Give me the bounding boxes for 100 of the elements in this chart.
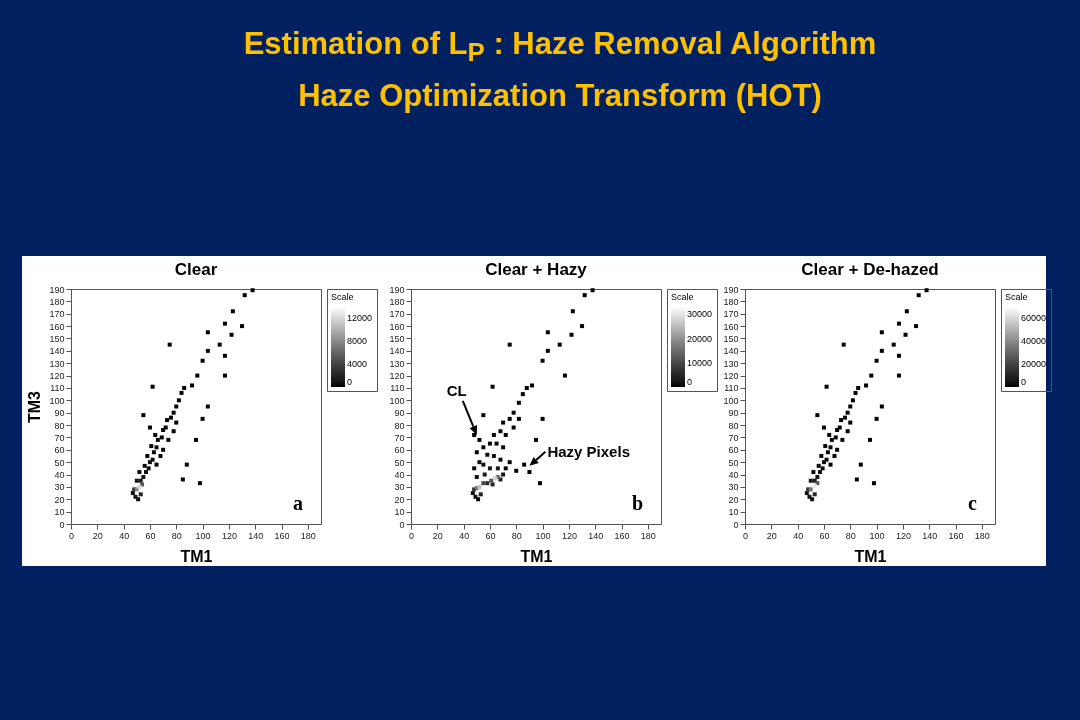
y-tick-label: 10	[394, 507, 405, 518]
color-bar-label: 20000	[687, 333, 713, 344]
y-tick-label: 40	[394, 470, 405, 481]
x-tick-label: 20	[92, 530, 103, 541]
x-tick-label: 40	[119, 530, 130, 541]
y-tick-label: 110	[50, 383, 65, 394]
y-tick-label: 20	[394, 494, 405, 505]
x-tick-label: 40	[459, 530, 470, 541]
y-tick-label: 100	[49, 395, 65, 406]
y-tick-label: 190	[723, 284, 739, 295]
y-tick-label: 20	[728, 494, 739, 505]
x-tick-label: 80	[511, 530, 522, 541]
x-tick-label: 20	[432, 530, 443, 541]
y-tick-label: 160	[49, 321, 65, 332]
x-tick-label: 120	[561, 530, 577, 541]
y-tick-label: 180	[723, 296, 739, 307]
x-tick-label: 0	[408, 530, 415, 541]
x-tick-label: 160	[948, 530, 964, 541]
y-tick-label: 60	[54, 445, 65, 456]
y-tick-label: 100	[389, 395, 405, 406]
y-tick-label: 30	[394, 482, 405, 493]
annotation: b	[631, 492, 643, 514]
x-tick-label: 80	[171, 530, 182, 541]
y-tick-label: 0	[59, 519, 65, 530]
color-bar-label: 4000	[347, 359, 368, 370]
color-bar-label: 0	[1021, 377, 1027, 387]
color-bar-label: 30000	[687, 309, 713, 320]
x-tick-label: 180	[300, 530, 316, 541]
y-tick-label: 130	[723, 358, 739, 369]
color-bar-label: 8000	[347, 336, 368, 347]
y-tick-label: 40	[728, 470, 739, 481]
y-tick-label: 50	[394, 457, 405, 468]
x-axis-title: TM1	[520, 547, 553, 565]
color-bar-label: 60000	[1021, 313, 1047, 324]
y-tick-label: 140	[389, 346, 405, 357]
y-tick-label: 30	[54, 482, 65, 493]
x-tick-label: 160	[614, 530, 630, 541]
annotation: a	[293, 492, 303, 514]
y-tick-label: 30	[728, 482, 739, 493]
annotation: c	[968, 492, 978, 514]
x-tick-label: 180	[974, 530, 990, 541]
color-bar-title: Scale	[1005, 292, 1028, 302]
x-tick-label: 60	[819, 530, 830, 541]
x-tick-label: 0	[742, 530, 749, 541]
y-tick-label: 60	[728, 445, 739, 456]
chart-title: Clear	[174, 260, 218, 279]
y-tick-label: 140	[723, 346, 739, 357]
y-tick-label: 90	[728, 408, 739, 419]
y-tick-label: 130	[389, 358, 405, 369]
y-tick-label: 10	[728, 507, 739, 518]
chart-title: Clear + Hazy	[485, 260, 588, 279]
x-tick-label: 100	[869, 530, 885, 541]
y-tick-label: 0	[399, 519, 405, 530]
color-bar-label: 0	[687, 377, 693, 387]
x-tick-label: 80	[845, 530, 856, 541]
y-tick-label: 170	[389, 309, 405, 320]
x-tick-label: 120	[895, 530, 911, 541]
y-tick-label: 80	[394, 420, 405, 431]
x-tick-label: 0	[68, 530, 75, 541]
x-tick-label: 40	[793, 530, 804, 541]
x-tick-label: 20	[766, 530, 777, 541]
y-tick-label: 180	[49, 296, 65, 307]
y-tick-label: 130	[49, 358, 65, 369]
y-tick-label: 80	[54, 420, 65, 431]
x-tick-label: 140	[588, 530, 604, 541]
y-tick-label: 120	[723, 371, 739, 382]
y-tick-label: 70	[394, 432, 405, 443]
y-tick-label: 100	[723, 395, 739, 406]
y-tick-label: 0	[733, 519, 739, 530]
y-tick-label: 190	[49, 284, 65, 295]
x-tick-label: 60	[485, 530, 496, 541]
color-bar-label: 10000	[687, 357, 713, 368]
y-tick-label: 120	[389, 371, 405, 382]
text: Haze Optimization Transform (HOT)	[297, 77, 823, 116]
y-tick-label: 110	[724, 383, 739, 394]
y-tick-label: 90	[394, 408, 405, 419]
y-tick-label: 50	[728, 457, 739, 468]
x-axis-title: TM1	[180, 547, 213, 565]
y-tick-label: 40	[54, 470, 65, 481]
y-tick-label: 140	[49, 346, 65, 357]
y-tick-label: 10	[54, 507, 65, 518]
annotation: Hazy Pixels	[547, 442, 630, 460]
y-tick-label: 160	[723, 321, 739, 332]
y-tick-label: 120	[49, 371, 65, 382]
x-tick-label: 100	[195, 530, 211, 541]
y-tick-label: 70	[54, 432, 65, 443]
text: Estimation of L$_{P}$ : Haze Removal Algorithm	[242, 25, 878, 69]
y-tick-label: 60	[394, 445, 405, 456]
x-tick-label: 120	[221, 530, 237, 541]
y-tick-label: 170	[723, 309, 739, 320]
color-bar-label: 40000	[1021, 336, 1047, 347]
y-tick-label: 90	[54, 408, 65, 419]
x-tick-label: 140	[248, 530, 264, 541]
y-tick-label: 170	[49, 309, 65, 320]
y-tick-label: 150	[49, 333, 65, 344]
y-tick-label: 160	[389, 321, 405, 332]
color-bar-label: 12000	[347, 313, 373, 324]
x-tick-label: 100	[535, 530, 551, 541]
color-bar-title: Scale	[671, 292, 694, 302]
y-tick-label: 150	[723, 333, 739, 344]
